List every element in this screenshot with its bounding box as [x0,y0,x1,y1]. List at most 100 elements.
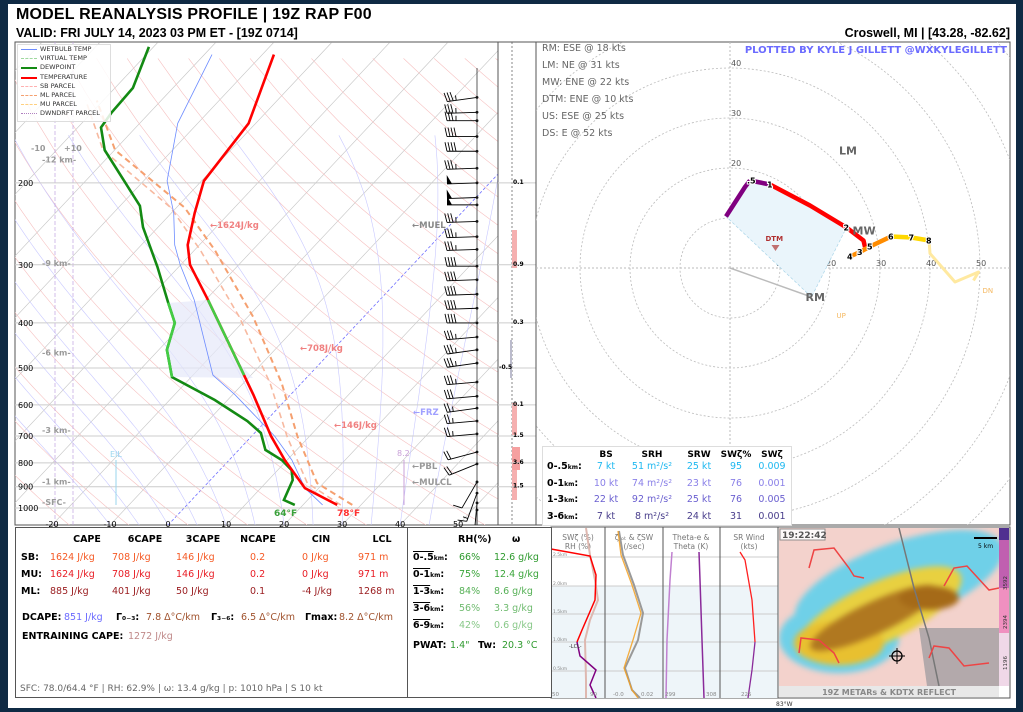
shear-value: 0.009 [758,461,786,472]
moist-adiabat [15,415,111,525]
side-bar [512,470,517,500]
wind-barb [443,389,479,400]
legend-item: WETBULB TEMP [18,45,110,54]
moist-adiabat [338,135,384,525]
barb-staff [447,236,478,239]
barb-staff [447,395,478,400]
hodo-marker-up: UP [837,312,846,320]
barb-feather [444,228,448,238]
mini-title-1b: RH (%) [565,542,591,551]
colorbar-label: 2394 [1003,615,1009,629]
legend-item: VIRTUAL TEMP [18,54,110,63]
legend-swatch [21,49,37,50]
annotation: ←MULCL [412,478,452,488]
side-value: 0.1 [513,401,524,408]
thermo-value: 146 J/kg [176,569,215,580]
moist-adiabat [428,175,498,525]
legend-swatch [21,104,37,106]
annotation: ←1624J/kg [210,221,259,231]
colorbar-label: 3592 [1003,576,1009,590]
barb-feather [449,344,454,354]
isotherm [341,358,498,525]
barb-feather [450,257,454,267]
thermo-stats-box [15,527,408,698]
barb-staff [461,481,478,509]
legend-label: DWNDRFT PARCEL [40,109,100,118]
wind-barb [443,91,479,103]
barb-feather [446,344,451,354]
barb-feather [446,375,451,385]
barb-flag [446,174,453,184]
barb-feather [450,127,454,137]
pwat-label: PWAT: [413,640,447,651]
mini-title-4a: SR Wind [733,533,764,542]
barb-feather [453,257,457,267]
legend-swatch [21,58,37,60]
barb-feather [444,111,448,121]
legend-label: DEWPOINT [40,63,76,72]
metar-hodo [808,547,865,579]
shear-row-label: 0-1km: [547,477,579,489]
isotherm [15,42,100,134]
radar-map: 5 km 19:22:42 [779,528,999,686]
dry-adiabat [96,58,498,435]
dry-adiabat [15,200,367,525]
barb-feather [447,160,451,170]
barb-feather [446,450,452,460]
sr-wind-upper [739,551,756,643]
ecape-label: ENTRAINING CAPE: [22,631,124,642]
barb-feather [447,228,451,238]
legend-label: MU PARCEL [40,100,77,109]
shear-header: SRH [641,450,663,460]
gamma36-value: 6.5 Δ°C/km [241,612,295,623]
hodo-height-marker: 1 [767,181,773,190]
storm-motion: LM: NE @ 31 kts [542,60,620,71]
dry-adiabat [15,256,308,525]
side-value: 0.1 [513,179,524,186]
xtick: 299 [665,692,676,698]
barb-feather [450,213,454,223]
barb-staff [447,420,478,425]
eil-label: EIL [110,450,122,459]
temperature-tick: -20 [46,520,59,529]
theta-e-profile [665,551,673,699]
mixing-ratio-value: 12.4 g/kg [494,569,539,580]
barb-feather [450,104,454,114]
temperature-tick: 30 [337,520,347,529]
skewt-labels: -12 km- -9 km- -6 km- -3 km- -1 km- -SFC- ←162… [42,155,452,506]
thermo-header: CIN [311,534,331,545]
lapse-plus-label: +10 [64,144,82,153]
moisture-row-label: 1-3km: [413,586,445,597]
tw-value: 20.3 °C [502,640,538,651]
barb-feather [453,285,457,296]
shear-value: 23 kt [686,477,712,489]
shear-value: 8 m²/s² [634,510,670,522]
boundary-line [898,528,940,686]
pressure-tick: 700 [18,432,33,441]
hodo-ring-label: 20 [826,259,836,268]
wind-barb [444,285,479,296]
storm-motion: US: ESE @ 25 kts [542,111,625,122]
hodograph-plot: 101020203030404050.512345678RMLMMWDTMUPD… [536,42,1010,525]
pressure-tick: 900 [18,483,33,492]
hodo-ring-label: 50 [976,259,986,268]
barb-feather [446,92,451,102]
theta-profile [698,551,705,699]
shear-value: 76 [729,477,743,489]
hodo-segment-0.5-1km [749,178,771,187]
barb-feather [447,313,451,324]
barb-staff [447,167,478,170]
legend-item: ML PARCEL [18,91,110,100]
shear-value: 74 m²/s² [631,477,673,489]
skewt-plot: -12 km- -9 km- -6 km- -3 km- -1 km- -SFC- ←162… [15,42,498,525]
barb-feather [453,313,457,324]
rh-value: 42% [459,620,481,631]
pressure-tick: 200 [18,179,33,188]
barb-feather [443,467,450,476]
barb-feather [443,427,448,437]
wind-barb [444,228,479,239]
dry-adiabat [34,58,498,500]
hodo-height-marker: 4 [847,253,853,262]
side-bar [512,418,517,435]
